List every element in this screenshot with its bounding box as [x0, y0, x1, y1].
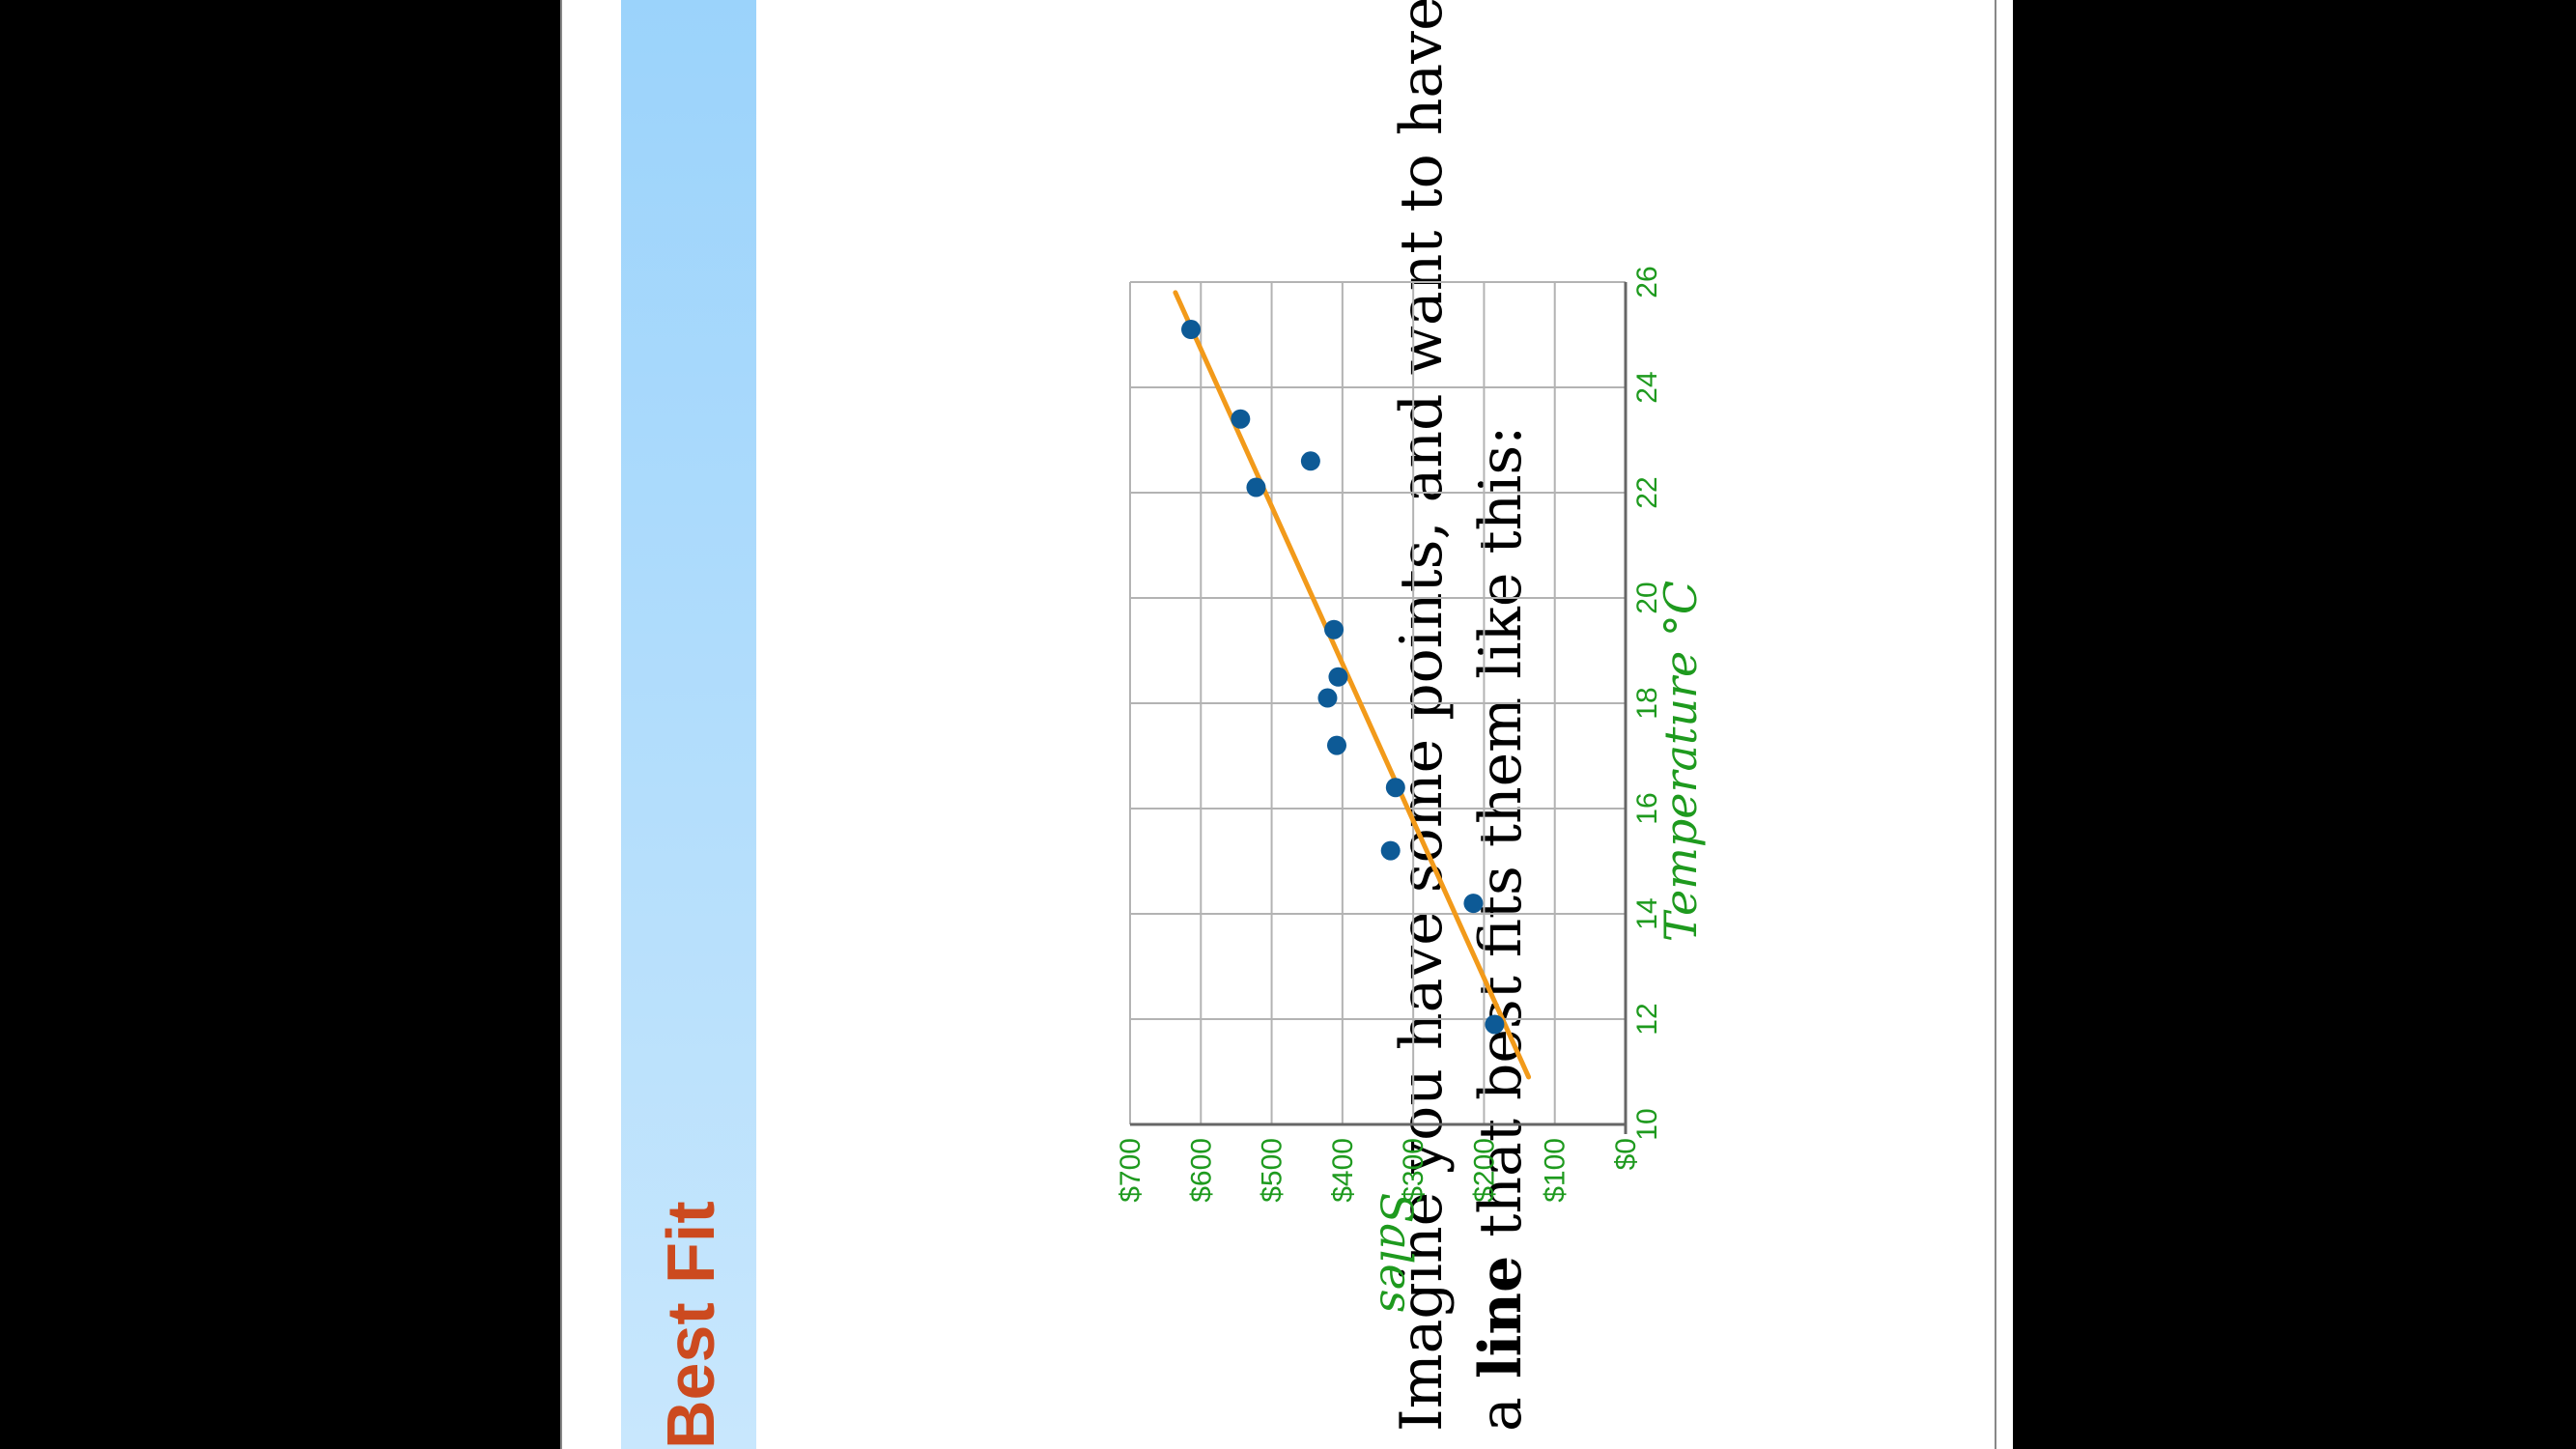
tick-label-temperature: 22: [1631, 476, 1663, 508]
data-point: [1300, 451, 1320, 471]
tick-label-sales: $200: [1468, 1138, 1500, 1203]
tick-label-sales: $700: [1115, 1138, 1146, 1203]
data-point: [1328, 667, 1348, 687]
tick-label-temperature: 12: [1631, 1003, 1663, 1035]
body-text-bold: line: [1467, 1256, 1535, 1378]
title-band: [621, 0, 756, 1449]
body-text-pre: a: [1467, 1378, 1535, 1432]
tick-label-temperature: 26: [1631, 266, 1663, 298]
data-point: [1317, 688, 1338, 708]
tick-label-sales: $300: [1398, 1138, 1430, 1203]
body-text-line2: a line that best fits them like this:: [1467, 426, 1535, 1432]
tick-label-temperature: 16: [1631, 792, 1663, 824]
axis-title-sales: Sales: [1371, 1193, 1423, 1313]
tick-label-sales: $500: [1257, 1138, 1288, 1203]
data-point: [1485, 1014, 1505, 1035]
data-point: [1231, 409, 1251, 429]
data-point: [1181, 320, 1202, 340]
tick-label-sales: $400: [1327, 1138, 1359, 1203]
tick-label-sales: $0: [1610, 1138, 1642, 1170]
tick-label-temperature: 14: [1631, 897, 1663, 929]
tick-label-temperature: 18: [1631, 687, 1663, 719]
axis-title-temperature: Temperature °C: [1655, 581, 1707, 942]
data-point: [1463, 894, 1484, 914]
slide-title: Best Fit: [653, 1201, 728, 1449]
body-text-line1: Imagine you have some points, and want t…: [1388, 0, 1456, 1432]
tick-label-temperature: 20: [1631, 582, 1663, 613]
tick-label-sales: $100: [1540, 1138, 1571, 1203]
scatter-chart: 10 12 14 16 18 20 22 24 26 $0 $100 $200 $300 $400 $500…: [1115, 266, 1707, 1313]
data-point: [1246, 477, 1266, 497]
body-text-post: that best fits them like this:: [1467, 426, 1535, 1256]
slide-canvas: Best Fit Imagine you have some points, a…: [621, 0, 1707, 1449]
data-point: [1326, 735, 1346, 755]
data-point: [1380, 840, 1401, 861]
data-point: [1385, 778, 1405, 798]
slide: Best Fit Imagine you have some points, a…: [560, 0, 2013, 1449]
data-point: [1324, 619, 1345, 639]
tick-label-temperature: 10: [1631, 1108, 1663, 1140]
tick-label-temperature: 24: [1631, 371, 1663, 403]
tick-label-sales: $600: [1185, 1138, 1217, 1203]
